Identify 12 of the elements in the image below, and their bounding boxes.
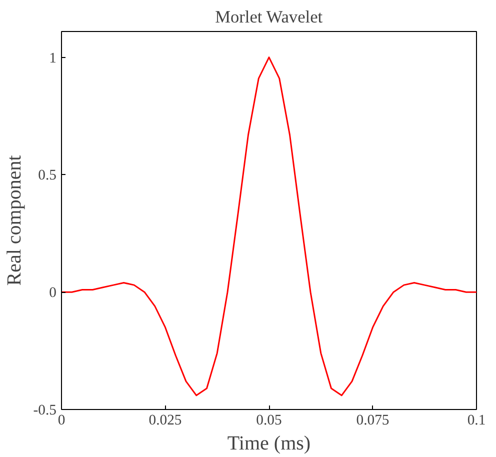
x-tick-label: 0.025 [148, 412, 182, 428]
y-tick-label: 1 [49, 50, 56, 66]
x-tick-label: 0.05 [256, 412, 282, 428]
chart-title: Morlet Wavelet [215, 8, 323, 26]
y-tick-label: 0.5 [38, 168, 57, 184]
y-tick-label: 0 [49, 285, 56, 302]
y-axis-title: Real component [3, 154, 26, 286]
x-tick-label: 0.075 [356, 412, 390, 428]
y-tick-label: -0.5 [33, 402, 56, 418]
line-series [62, 56, 476, 396]
x-tick-label: 0.1 [467, 412, 486, 428]
x-axis-title: Time (ms) [227, 432, 311, 454]
